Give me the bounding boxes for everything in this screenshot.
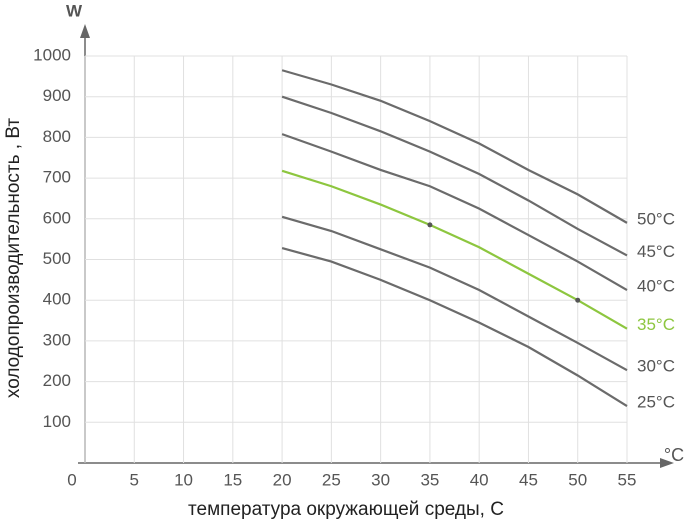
y-axis-label: холодопроизводительность , Вт — [3, 118, 24, 398]
x-tick-label: 40 — [470, 470, 489, 489]
x-tick-label: 35 — [420, 470, 439, 489]
y-axis-arrow — [80, 24, 90, 38]
x-tick-label: 0 — [67, 470, 76, 489]
x-tick-label: 25 — [322, 470, 341, 489]
y-tick-label: 300 — [43, 330, 71, 349]
y-tick-label: 800 — [43, 127, 71, 146]
y-tick-label: 600 — [43, 208, 71, 227]
x-axis-label: температура окружающей среды, С — [188, 499, 504, 520]
series-label: 35°C — [637, 315, 675, 334]
x-tick-label: 55 — [618, 470, 637, 489]
series-line — [281, 133, 628, 291]
point-marker — [575, 297, 581, 303]
series-line — [281, 247, 628, 407]
series-label: 50°C — [637, 209, 675, 228]
series-label: 40°C — [637, 277, 675, 296]
x-tick-label: 5 — [130, 470, 139, 489]
y-tick-label: 700 — [43, 168, 71, 187]
y-tick-label: 1000 — [33, 45, 71, 64]
y-tick-label: 400 — [43, 290, 71, 309]
series-line — [281, 95, 628, 257]
series-label: 25°C — [637, 393, 675, 412]
x-tick-label: 15 — [223, 470, 242, 489]
y-tick-label: 200 — [43, 371, 71, 390]
x-unit: °C — [664, 445, 684, 465]
y-tick-label: 100 — [43, 412, 71, 431]
series-line — [281, 169, 628, 330]
x-tick-label: 45 — [519, 470, 538, 489]
series-line — [281, 215, 628, 372]
x-tick-label: 10 — [174, 470, 193, 489]
x-tick-label: 30 — [371, 470, 390, 489]
x-axis-arrow — [660, 458, 674, 468]
y-tick-label: 900 — [43, 86, 71, 105]
series-line — [281, 69, 628, 224]
point-marker — [427, 222, 433, 228]
y-tick-label: 500 — [43, 249, 71, 268]
series-label: 45°C — [637, 242, 675, 261]
x-tick-label: 20 — [273, 470, 292, 489]
series-label: 30°C — [637, 357, 675, 376]
x-tick-label: 50 — [568, 470, 587, 489]
y-unit: W — [66, 1, 83, 20]
